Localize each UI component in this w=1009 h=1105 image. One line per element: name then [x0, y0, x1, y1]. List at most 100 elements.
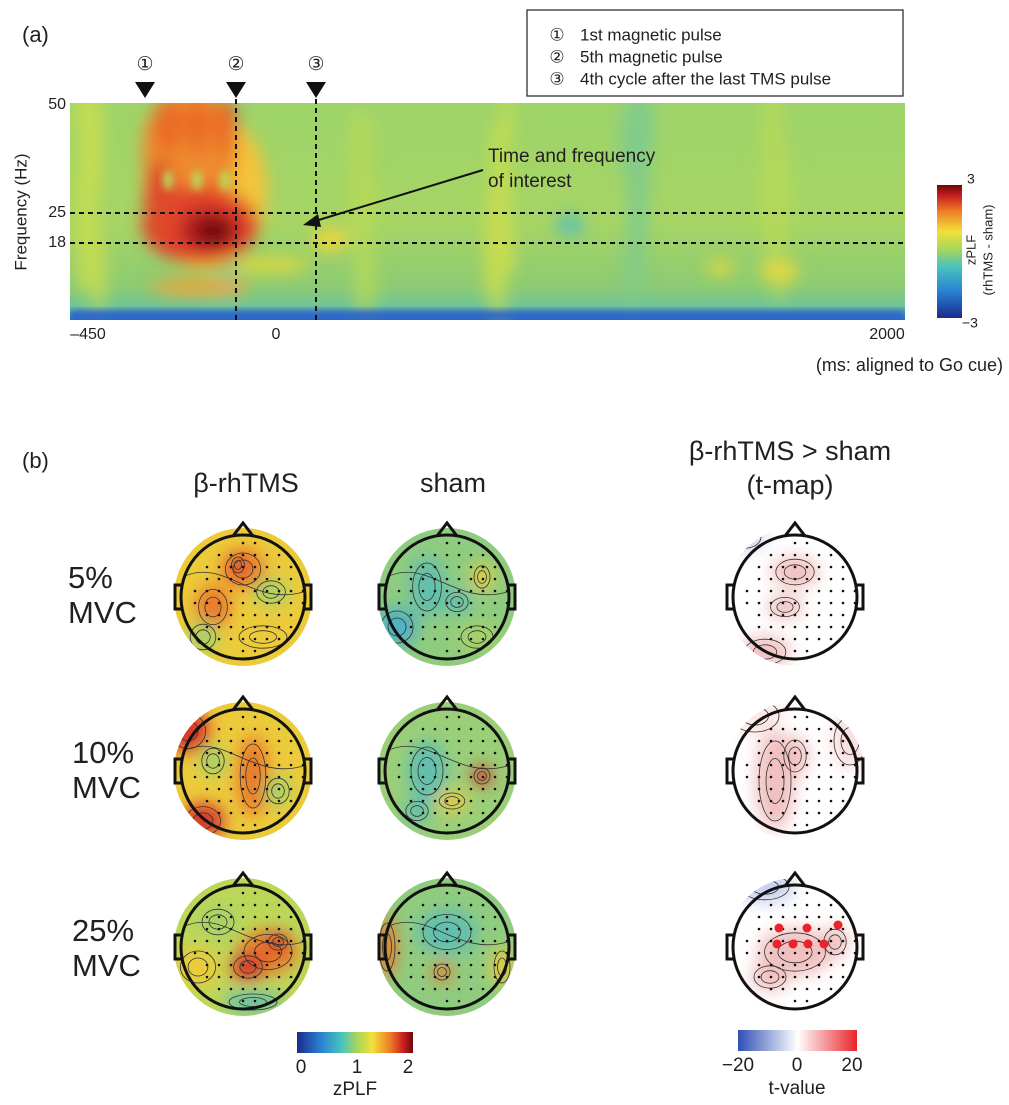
contour — [271, 783, 285, 799]
electrode — [469, 927, 473, 931]
electrode — [817, 927, 821, 931]
topomap — [726, 528, 864, 666]
heatmap-blob — [500, 103, 514, 143]
electrode — [409, 787, 413, 791]
electrode — [817, 589, 821, 593]
heatmap-blob — [501, 225, 517, 277]
electrode — [265, 763, 269, 767]
electrode — [277, 951, 281, 955]
electrode — [817, 775, 821, 779]
electrode — [481, 811, 485, 815]
electrode — [445, 787, 449, 791]
contour — [187, 957, 209, 977]
electrode — [817, 903, 821, 907]
electrode — [277, 775, 281, 779]
electrode — [421, 751, 425, 755]
electrode — [493, 739, 497, 743]
electrode — [469, 589, 473, 593]
electrode — [253, 823, 257, 827]
electrode — [253, 613, 257, 617]
significant-electrode — [819, 939, 829, 949]
electrode — [781, 987, 785, 991]
electrode — [781, 589, 785, 593]
electrode — [793, 775, 797, 779]
electrode — [793, 613, 797, 617]
electrode — [409, 951, 413, 955]
contour — [201, 747, 225, 775]
y-tick-label: 25 — [48, 204, 66, 221]
electrode — [469, 811, 473, 815]
legend-marker: ① — [549, 25, 564, 44]
electrode — [793, 727, 797, 731]
electrode — [241, 727, 245, 731]
electrode — [841, 787, 845, 791]
contour — [473, 767, 491, 785]
electrode — [241, 975, 245, 979]
marker-triangle — [135, 82, 155, 98]
electrode — [265, 927, 269, 931]
electrode — [253, 541, 257, 545]
electrode — [433, 625, 437, 629]
electrode — [829, 751, 833, 755]
electrode — [253, 577, 257, 581]
colorbar-tick: 0 — [792, 1055, 803, 1076]
nose — [231, 694, 255, 711]
electrode — [493, 577, 497, 581]
electrode — [793, 715, 797, 719]
electrode — [841, 613, 845, 617]
row-label: 5% — [68, 560, 113, 595]
electrode — [265, 601, 269, 605]
ear — [377, 933, 385, 961]
electrode — [193, 939, 197, 943]
electrode — [481, 939, 485, 943]
electrode — [241, 739, 245, 743]
contour — [189, 623, 217, 651]
electrode — [793, 625, 797, 629]
topomap — [726, 702, 864, 840]
contour — [231, 556, 245, 574]
electrode — [241, 823, 245, 827]
electrode — [205, 939, 209, 943]
electrode — [469, 553, 473, 557]
electrode — [841, 589, 845, 593]
topomap-blobs — [176, 906, 298, 1012]
electrode — [229, 811, 233, 815]
electrode — [781, 903, 785, 907]
electrode — [493, 787, 497, 791]
electrode — [493, 927, 497, 931]
electrode — [757, 939, 761, 943]
electrode — [289, 577, 293, 581]
electrode — [457, 553, 461, 557]
electrode — [805, 903, 809, 907]
topomap — [378, 702, 516, 840]
electrode — [793, 975, 797, 979]
electrode — [769, 775, 773, 779]
electrode — [253, 939, 257, 943]
contour — [182, 571, 304, 596]
electrode — [241, 613, 245, 617]
electrode — [433, 987, 437, 991]
electrode — [781, 811, 785, 815]
electrode — [397, 763, 401, 767]
electrode — [421, 577, 425, 581]
head-outline — [383, 883, 511, 1011]
electrode — [421, 915, 425, 919]
electrode — [205, 951, 209, 955]
electrode — [757, 739, 761, 743]
contour — [437, 967, 447, 977]
electrode — [769, 613, 773, 617]
contour — [239, 997, 267, 1007]
contour — [243, 934, 293, 971]
electrode — [817, 601, 821, 605]
electrode — [469, 903, 473, 907]
electrode — [841, 751, 845, 755]
electrode — [433, 939, 437, 943]
heatmap-blob — [85, 192, 99, 244]
electrode — [205, 915, 209, 919]
electrode — [229, 927, 233, 931]
legend-marker: ② — [549, 47, 564, 66]
electrode — [493, 763, 497, 767]
contour — [477, 570, 487, 584]
electrode — [277, 903, 281, 907]
electrode — [433, 613, 437, 617]
